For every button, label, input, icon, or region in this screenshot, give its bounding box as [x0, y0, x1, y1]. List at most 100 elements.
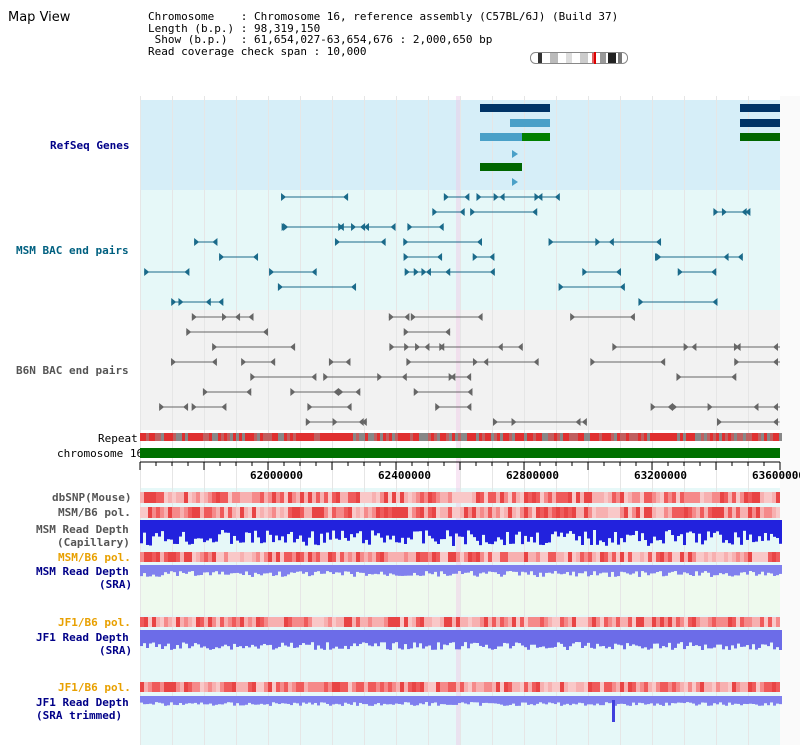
jf1-b6-pol-label-2[interactable]: JF1/B6 pol. [58, 681, 131, 694]
snp-cell [404, 492, 408, 503]
snp-cell [676, 617, 680, 627]
depth-bar [581, 696, 584, 704]
snp-cell [560, 507, 564, 518]
depth-bar [755, 520, 758, 542]
snp-cell [772, 617, 776, 627]
snp-cell [640, 682, 644, 692]
snp-cell [488, 682, 492, 692]
depth-bar [353, 696, 356, 703]
snp-cell [628, 617, 632, 627]
snp-cell [164, 617, 168, 627]
refseq-label[interactable]: RefSeq Genes [50, 139, 130, 152]
snp-cell [160, 552, 164, 562]
repeat-block [425, 433, 428, 441]
dbsnp-label[interactable]: dbSNP(Mouse) [52, 491, 132, 504]
b6n-bac-label[interactable]: B6N BAC end pairs [16, 364, 129, 377]
depth-bar [314, 565, 317, 572]
depth-bar [653, 565, 656, 574]
depth-bar [671, 696, 674, 704]
msm-depth-sra-label[interactable]: MSM Read Depth [36, 565, 129, 578]
snp-cell [624, 617, 628, 627]
repeat-block [152, 433, 155, 441]
depth-bar [500, 565, 503, 577]
depth-bar [587, 565, 590, 577]
repeat-block [374, 433, 377, 441]
bac-end [235, 313, 241, 321]
depth-bar [299, 630, 302, 646]
msm-b6-pol-label-2[interactable]: MSM/B6 pol. [58, 551, 131, 564]
depth-bar [566, 520, 569, 534]
snp-cell [220, 492, 224, 503]
depth-bar [272, 565, 275, 576]
depth-bar [194, 696, 197, 703]
depth-bar [701, 565, 704, 573]
repeat-block [587, 433, 590, 441]
depth-bar [467, 565, 470, 573]
depth-bar [236, 565, 239, 573]
jf1-depth-sra-label[interactable]: JF1 Read Depth [36, 631, 129, 644]
snp-cell [184, 682, 188, 692]
snp-cell [724, 552, 728, 562]
msm-depth-capillary-label[interactable]: MSM Read Depth [36, 523, 129, 536]
snp-cell [148, 492, 152, 503]
depth-bar [200, 696, 203, 703]
depth-bar [440, 520, 443, 540]
depth-bar [299, 696, 302, 706]
repeat-block [521, 433, 524, 441]
snp-cell [400, 552, 404, 562]
depth-bar [365, 630, 368, 644]
repeat-block [371, 433, 374, 441]
snp-cell [492, 552, 496, 562]
repeat-block [260, 433, 263, 441]
snp-cell [576, 552, 580, 562]
chromosome-ideogram[interactable] [530, 52, 628, 64]
repeat-block [416, 433, 419, 441]
snp-cell [316, 507, 320, 518]
snp-cell [332, 682, 336, 692]
repeat-block [341, 433, 344, 441]
jf1-depth-trim-label[interactable]: JF1 Read Depth [36, 696, 129, 709]
snp-cell [644, 492, 648, 503]
depth-bar [434, 520, 437, 542]
bac-end [184, 268, 190, 276]
depth-bar [485, 520, 488, 543]
snp-cell [588, 507, 592, 518]
snp-cell [532, 552, 536, 562]
msm-bac-label[interactable]: MSM BAC end pairs [16, 244, 129, 257]
depth-bar [467, 630, 470, 649]
depth-bar [350, 520, 353, 535]
snp-cell [632, 682, 636, 692]
snp-cell [348, 682, 352, 692]
depth-bar [626, 565, 629, 574]
repeat-block [356, 433, 359, 441]
gene-feature [522, 133, 550, 141]
snp-cell [236, 507, 240, 518]
depth-bar [245, 520, 248, 533]
snp-cell [240, 617, 244, 627]
depth-bar [479, 696, 482, 706]
snp-cell [728, 552, 732, 562]
snp-cell [228, 682, 232, 692]
snp-cell [276, 682, 280, 692]
depth-bar [395, 696, 398, 704]
depth-bar [245, 565, 248, 572]
repeat-block [644, 433, 647, 441]
snp-cell [224, 552, 228, 562]
depth-bar [251, 630, 254, 645]
snp-cell [432, 682, 436, 692]
depth-bar [281, 520, 284, 537]
depth-bar [437, 520, 440, 544]
depth-bar [173, 520, 176, 544]
snp-cell [144, 492, 148, 503]
snp-cell [368, 507, 372, 518]
jf1-b6-pol-label-1[interactable]: JF1/B6 pol. [58, 616, 131, 629]
depth-bar [260, 696, 263, 704]
depth-bar [452, 696, 455, 705]
repeat-block [665, 433, 668, 441]
depth-bar [389, 565, 392, 574]
depth-bar [587, 630, 590, 643]
depth-bar [608, 696, 611, 704]
msm-b6-pol-label-1[interactable]: MSM/B6 pol. [58, 506, 131, 519]
depth-bar [734, 520, 737, 533]
